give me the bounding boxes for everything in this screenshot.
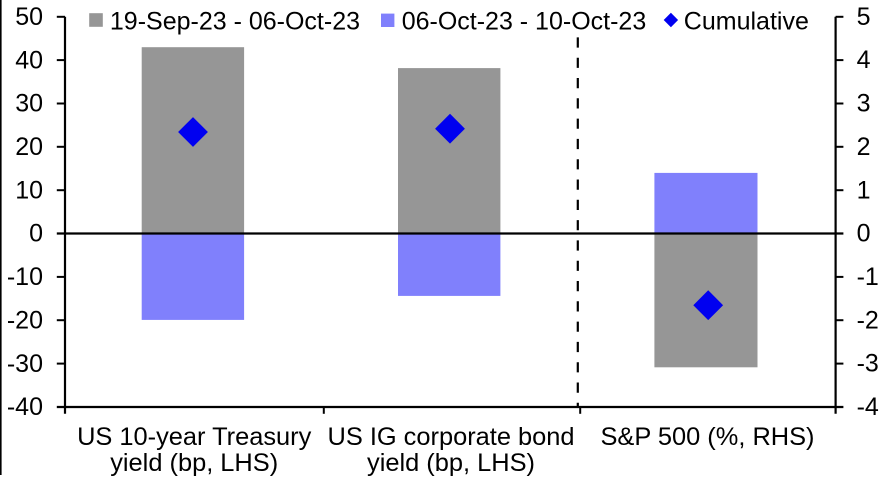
svg-text:3: 3 (857, 90, 871, 118)
svg-text:US 10-year Treasury: US 10-year Treasury (77, 423, 312, 451)
svg-text:20: 20 (15, 133, 43, 161)
svg-text:S&P 500 (%, RHS): S&P 500 (%, RHS) (600, 423, 814, 451)
svg-text:30: 30 (15, 90, 43, 118)
svg-text:40: 40 (15, 46, 43, 74)
svg-text:2: 2 (857, 133, 871, 161)
svg-text:19-Sep-23 - 06-Oct-23: 19-Sep-23 - 06-Oct-23 (110, 7, 360, 35)
svg-text:-40: -40 (7, 393, 43, 421)
svg-text:06-Oct-23 - 10-Oct-23: 06-Oct-23 - 10-Oct-23 (402, 7, 647, 35)
svg-text:0: 0 (857, 220, 871, 248)
svg-text:-1: -1 (857, 263, 879, 291)
svg-text:4: 4 (857, 46, 871, 74)
svg-text:-10: -10 (7, 263, 43, 291)
svg-text:-30: -30 (7, 350, 43, 378)
svg-text:10: 10 (15, 176, 43, 204)
svg-text:50: 50 (15, 3, 43, 31)
svg-text:yield (bp, LHS): yield (bp, LHS) (367, 449, 535, 477)
svg-text:1: 1 (857, 176, 871, 204)
svg-text:-4: -4 (857, 393, 879, 421)
svg-text:US IG corporate bond: US IG corporate bond (328, 423, 575, 451)
svg-text:-2: -2 (857, 306, 879, 334)
svg-text:yield (bp, LHS): yield (bp, LHS) (110, 449, 278, 477)
svg-text:Cumulative: Cumulative (684, 7, 809, 35)
svg-text:5: 5 (857, 3, 871, 31)
svg-text:-20: -20 (7, 306, 43, 334)
svg-text:-3: -3 (857, 350, 879, 378)
svg-text:0: 0 (29, 220, 43, 248)
